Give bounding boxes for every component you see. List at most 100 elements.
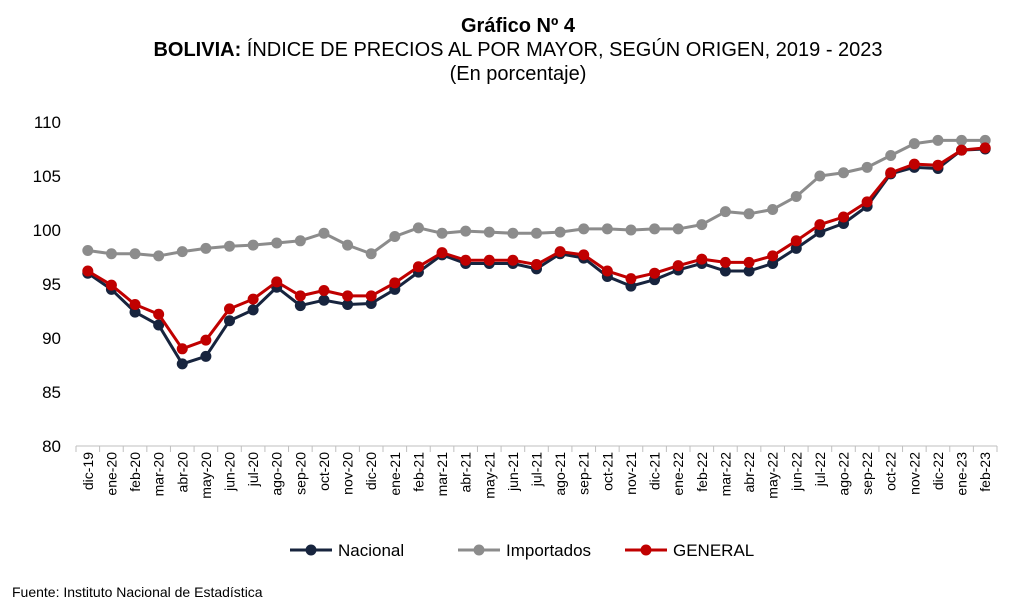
x-tick-label: dic-22: [930, 452, 946, 490]
data-point-general: [365, 290, 377, 302]
data-point-importados: [271, 237, 283, 249]
data-point-importados: [224, 240, 235, 252]
data-point-importados: [365, 248, 377, 260]
data-point-importados: [767, 203, 779, 215]
x-tick-label: dic-21: [647, 452, 663, 490]
data-point-importados: [412, 222, 424, 234]
data-point-nacional: [247, 304, 259, 316]
data-point-general: [176, 343, 188, 355]
data-point-importados: [105, 248, 117, 260]
legend-label-general: GENERAL: [673, 541, 754, 560]
data-point-importados: [649, 223, 661, 235]
legend-marker-nacional: [305, 544, 317, 556]
data-point-nacional: [224, 315, 235, 327]
data-point-general: [507, 254, 519, 266]
data-point-general: [247, 293, 259, 305]
data-point-general: [483, 254, 495, 266]
data-point-importados: [200, 242, 212, 254]
y-tick-label: 90: [42, 329, 61, 348]
data-point-general: [460, 254, 472, 266]
x-tick-label: feb-21: [410, 452, 426, 492]
x-tick-label: ene-21: [387, 452, 403, 496]
chart-titles: Gráfico Nº 4 BOLIVIA: ÍNDICE DE PRECIOS …: [0, 14, 1015, 86]
data-point-general: [200, 334, 212, 346]
chart-unit: (En porcentaje): [449, 63, 587, 85]
data-point-importados: [932, 134, 944, 146]
data-point-general: [82, 265, 94, 277]
data-point-general: [578, 249, 590, 261]
data-point-importados: [554, 226, 566, 238]
x-tick-label: oct-21: [599, 452, 615, 491]
chart-title: Gráfico Nº 4: [460, 15, 575, 37]
data-point-importados: [838, 167, 849, 179]
data-point-importados: [861, 161, 873, 173]
data-point-nacional: [719, 265, 731, 277]
data-point-importados: [814, 170, 826, 182]
data-point-importados: [129, 248, 141, 260]
x-tick-label: jun-21: [505, 452, 521, 492]
x-tick-label: may-20: [198, 452, 214, 499]
x-tick-label: oct-20: [316, 452, 332, 491]
data-point-importados: [908, 138, 920, 150]
legend-label-nacional: Nacional: [338, 541, 404, 560]
data-point-importados: [672, 223, 684, 235]
y-tick-label: 100: [33, 221, 61, 240]
data-point-importados: [436, 227, 448, 239]
data-point-importados: [719, 206, 731, 218]
data-point-nacional: [153, 319, 165, 331]
data-point-general: [838, 211, 849, 223]
x-tick-label: mar-20: [151, 452, 167, 497]
data-point-nacional: [294, 300, 306, 312]
data-point-importados: [318, 227, 330, 239]
x-tick-label: ago-20: [269, 452, 285, 496]
x-tick-label: mar-22: [717, 452, 733, 497]
data-point-general: [908, 158, 920, 170]
x-tick-label: abr-20: [174, 452, 190, 493]
x-tick-label: dic-20: [363, 452, 379, 490]
x-tick-label: sep-22: [859, 452, 875, 495]
data-point-general: [649, 267, 661, 279]
data-point-importados: [176, 246, 188, 258]
data-point-general: [932, 159, 944, 171]
data-point-general: [153, 308, 165, 320]
data-point-nacional: [365, 297, 377, 309]
data-point-general: [436, 247, 448, 259]
x-tick-label: jul-20: [245, 452, 261, 487]
data-point-general: [625, 273, 637, 285]
x-tick-label: oct-22: [883, 452, 899, 491]
legend-marker-importados: [473, 544, 485, 556]
x-tick-label: may-22: [765, 452, 781, 499]
x-tick-label: nov-21: [623, 452, 639, 495]
data-point-general: [743, 256, 755, 268]
data-point-importados: [601, 223, 613, 235]
data-point-nacional: [625, 280, 637, 292]
data-point-importados: [979, 134, 991, 146]
series-line-general: [87, 146, 986, 351]
data-point-general: [294, 290, 306, 302]
data-point-general: [389, 277, 401, 289]
y-tick-label: 95: [42, 275, 61, 294]
chart-subtitle-country: BOLIVIA:: [153, 39, 242, 61]
data-point-importados: [389, 230, 401, 242]
data-point-importados: [294, 235, 306, 247]
x-tick-label: nov-20: [340, 452, 356, 495]
data-point-general: [224, 303, 235, 315]
data-point-importados: [956, 134, 968, 146]
x-tick-label: feb-20: [127, 452, 143, 492]
y-tick-label: 105: [33, 167, 61, 186]
y-tick-label: 80: [42, 437, 61, 456]
chart-subtitle-text: ÍNDICE DE PRECIOS AL POR MAYOR, SEGÚN OR…: [241, 39, 883, 61]
x-tick-label: ago-22: [836, 452, 852, 496]
source-note: Fuente: Instituto Nacional de Estadístic…: [12, 584, 263, 600]
data-point-general: [105, 279, 117, 291]
data-point-importados: [743, 208, 755, 220]
x-tick-label: feb-23: [977, 452, 993, 492]
data-point-importados: [531, 227, 542, 239]
x-tick-label: ago-21: [552, 452, 568, 496]
data-point-nacional: [814, 226, 826, 238]
data-point-general: [814, 219, 826, 231]
x-tick-label: feb-22: [694, 452, 710, 492]
data-point-importados: [82, 245, 94, 257]
y-tick-label: 85: [42, 383, 61, 402]
data-point-nacional: [318, 294, 330, 306]
